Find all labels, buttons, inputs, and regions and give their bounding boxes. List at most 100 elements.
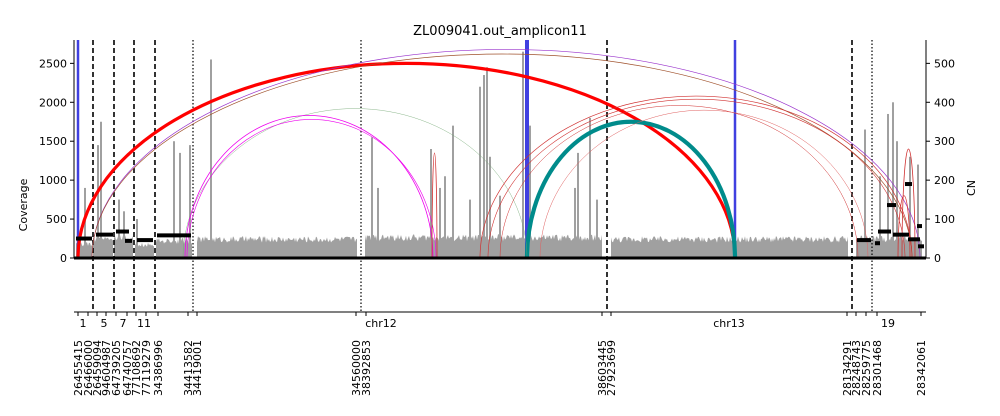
position-label: 28342061: [915, 340, 928, 396]
position-label: 64740757: [121, 340, 134, 396]
track-labels: 1 5 7 11 chr12 chr13 19: [80, 317, 896, 330]
coverage-peak: [100, 121, 102, 258]
coverage-peak: [529, 125, 531, 259]
coverage-peak: [430, 149, 432, 258]
coverage-peak: [97, 145, 99, 258]
left-y-tick-label: 1500: [39, 135, 67, 148]
coverage-peak: [84, 187, 86, 258]
position-label: 34413582: [182, 340, 195, 396]
right-y-ticks: 0 100 200 300 400 500: [926, 57, 955, 265]
left-y-tick-label: 500: [46, 213, 67, 226]
right-y-tick-label: 500: [934, 57, 955, 70]
position-label: 28301468: [871, 340, 884, 396]
track-label: chr12: [365, 317, 397, 330]
coverage-peak: [522, 51, 524, 258]
coverage-peak: [371, 137, 373, 258]
track-label: 5: [101, 317, 108, 330]
copy-number-segments: [76, 182, 924, 249]
position-label: 28134291: [841, 340, 854, 396]
position-label: 64739205: [110, 340, 123, 396]
position-label: 26466000: [82, 340, 95, 396]
coverage-peak: [452, 125, 454, 259]
right-y-tick-label: 200: [934, 174, 955, 187]
position-label: 38392853: [360, 340, 373, 396]
position-label: 34419001: [191, 340, 204, 396]
left-y-tick-label: 0: [60, 252, 67, 265]
coverage-peak: [499, 195, 501, 258]
position-label: 26455415: [72, 340, 85, 396]
track-label: 19: [881, 317, 895, 330]
breakpoint-arc: [524, 119, 738, 259]
coverage-peak: [118, 199, 120, 258]
breakpoint-arc: [487, 98, 906, 259]
breakpoint-arc: [186, 119, 437, 259]
position-labels: 2645541526466000264590949460498764739205…: [72, 312, 928, 396]
coverage-peak: [864, 129, 866, 258]
coverage-peak: [896, 141, 898, 258]
breakpoint-arc: [479, 95, 913, 259]
left-y-tick-label: 2000: [39, 96, 67, 109]
breakpoint-arc: [539, 109, 869, 259]
breakpoint-arc: [76, 61, 737, 259]
position-label: 28248743: [850, 340, 863, 396]
right-y-tick-label: 0: [934, 252, 941, 265]
position-label: 94604987: [100, 340, 113, 396]
right-y-axis-label: CN: [965, 180, 978, 196]
position-label: 38603445: [596, 340, 609, 396]
coverage-peak: [486, 67, 488, 258]
left-y-tick-label: 1000: [39, 174, 67, 187]
coverage-peak: [596, 199, 598, 258]
breakpoint-arc: [91, 49, 921, 259]
right-y-tick-label: 400: [934, 96, 955, 109]
breakpoint-arc: [91, 53, 913, 259]
coverage-peak: [377, 187, 379, 258]
coverage-region: [197, 236, 357, 258]
coverage-peak: [469, 199, 471, 258]
coverage-peaks: [84, 51, 919, 259]
track-label: 7: [120, 317, 127, 330]
position-label: 28259775: [860, 340, 873, 396]
track-label: 1: [80, 317, 87, 330]
coverage-region: [93, 235, 113, 258]
vertical-markers: [76, 40, 737, 258]
segment-boundaries: [92, 40, 873, 312]
coverage-peak: [887, 113, 889, 258]
coverage-peak: [589, 117, 591, 258]
position-label: 77108692: [130, 340, 143, 396]
position-label: 34560000: [350, 340, 363, 396]
breakpoint-arc: [901, 148, 916, 259]
coverage-peak: [892, 102, 894, 259]
coverage-peak: [879, 176, 881, 258]
coverage-peak: [489, 156, 491, 258]
position-label: 77119279: [140, 340, 153, 396]
position-label: 27923699: [605, 340, 618, 396]
breakpoint-arc: [431, 152, 438, 259]
coverage-peak: [574, 187, 576, 258]
left-y-ticks: 0 500 1000 1500 2000 2500: [39, 57, 74, 265]
coverage-peak: [444, 176, 446, 258]
left-y-axis-label: Coverage: [17, 178, 30, 231]
coverage-peak: [483, 75, 485, 259]
coverage-peak: [123, 211, 125, 258]
coverage-peak: [210, 59, 212, 258]
breakpoint-arcs: [76, 49, 921, 259]
chart-title: ZL009041.out_amplicon11: [413, 24, 587, 39]
position-label: 26459094: [91, 340, 104, 396]
right-y-tick-label: 100: [934, 213, 955, 226]
track-label: chr13: [713, 317, 745, 330]
coverage-peak: [189, 145, 191, 258]
coverage-region: [611, 236, 848, 258]
coverage-peak: [917, 164, 919, 258]
coverage-region: [135, 242, 154, 258]
coverage-peak: [479, 86, 481, 258]
coverage-peak: [439, 187, 441, 258]
breakpoint-arc: [499, 105, 859, 259]
right-y-tick-label: 300: [934, 135, 955, 148]
breakpoint-arc: [184, 115, 434, 259]
coverage-peak: [909, 156, 911, 258]
coverage-peak: [173, 141, 175, 258]
track-label: 11: [137, 317, 151, 330]
breakpoint-arc: [182, 108, 528, 259]
coverage-peak: [577, 152, 579, 258]
